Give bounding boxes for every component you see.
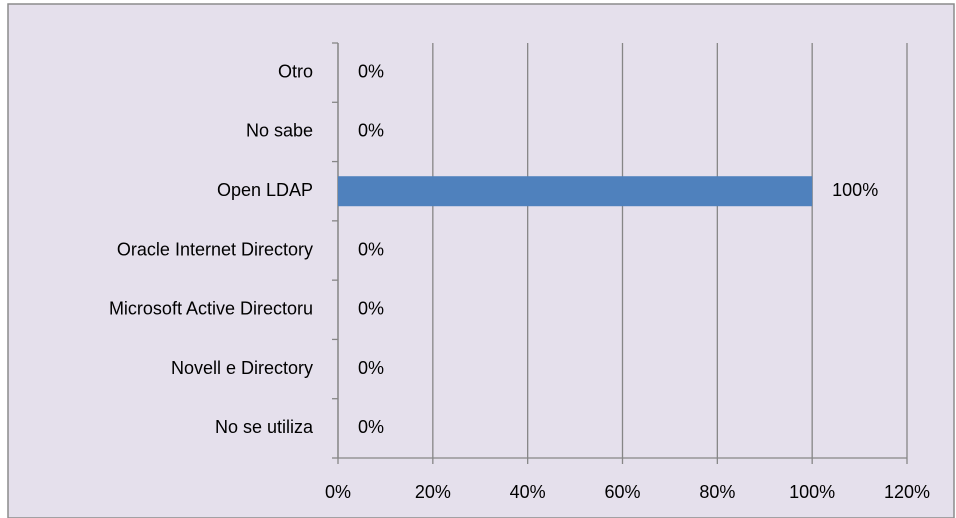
x-tick-label: 100%: [789, 482, 835, 502]
chart-background: [7, 3, 955, 518]
value-label: 100%: [832, 180, 878, 200]
x-tick-label: 0%: [325, 482, 351, 502]
value-label: 0%: [358, 61, 384, 81]
value-label: 0%: [358, 239, 384, 259]
value-label: 0%: [358, 121, 384, 141]
y-tick-label: Oracle Internet Directory: [117, 239, 313, 259]
y-tick-label: Otro: [278, 61, 313, 81]
value-label: 0%: [358, 358, 384, 378]
x-tick-label: 80%: [699, 482, 735, 502]
y-tick-label: No sabe: [246, 121, 313, 141]
bar: [338, 176, 813, 207]
x-tick-label: 60%: [604, 482, 640, 502]
x-tick-label: 20%: [415, 482, 451, 502]
x-tick-label: 40%: [510, 482, 546, 502]
value-label: 0%: [358, 299, 384, 319]
y-tick-label: Novell e Directory: [171, 358, 313, 378]
y-tick-label: Open LDAP: [217, 180, 313, 200]
y-tick-label: Microsoft Active Directoru: [109, 299, 313, 319]
y-tick-label: No se utiliza: [215, 417, 314, 437]
x-tick-label: 120%: [884, 482, 930, 502]
value-label: 0%: [358, 417, 384, 437]
